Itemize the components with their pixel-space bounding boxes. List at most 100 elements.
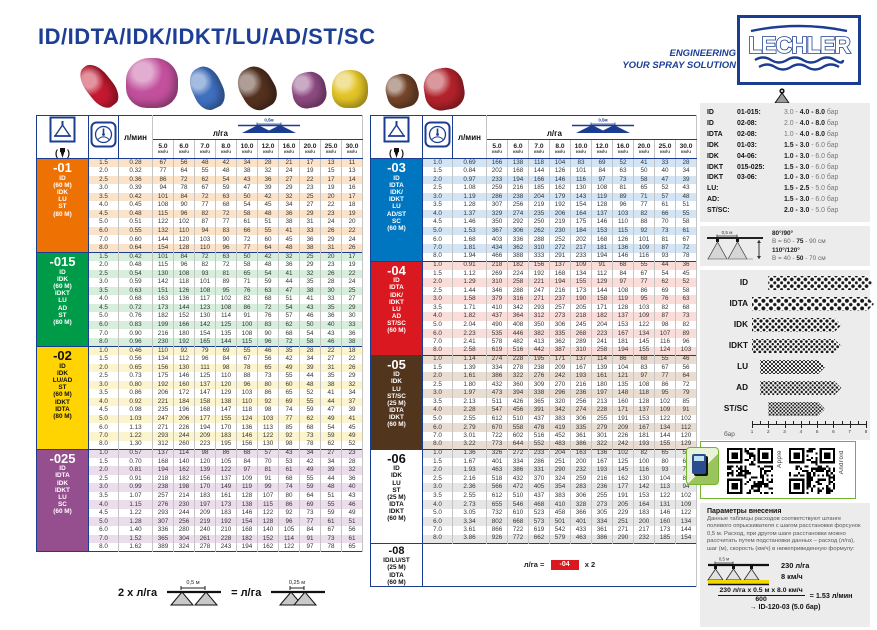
rate-cell: 146	[549, 175, 571, 185]
flow-cell: 0.76	[118, 312, 153, 321]
page-title: ID/IDTA/IDK/IDKT/LU/AD/ST/SC	[38, 24, 376, 49]
speed-header-cell: 25.0 км/ч	[320, 139, 342, 159]
boom-diagram: 0,5 м	[707, 557, 769, 586]
rate-cell: 87	[194, 218, 216, 227]
rate-cell: 117	[194, 295, 216, 304]
rate-cell: 83	[633, 363, 655, 373]
flow-cell: 2.41	[452, 337, 487, 347]
rate-cell: 46	[675, 354, 698, 364]
rate-cell: 361	[591, 526, 613, 535]
group-nozzle-label: IDKT	[55, 290, 70, 298]
flow-cell: 1.82	[452, 312, 487, 321]
rate-cell: 82	[654, 303, 676, 313]
pressure-cell: 4.0	[422, 312, 453, 321]
rate-cell: 272	[507, 448, 529, 458]
droplet-nozzle-label: IDKT	[728, 341, 748, 350]
rate-cell: 96	[194, 355, 216, 364]
group-label-08: -08 ID/LU/ST (25 M) IDTA (60 M)	[370, 542, 423, 587]
nozzle-yellow	[332, 70, 368, 108]
group-label-025: -025 ID IDTA IDK IDKT LU SC (60 M)	[36, 448, 89, 552]
rate-cell: 95	[654, 389, 676, 398]
rate-cell: 566	[486, 483, 508, 492]
rate-cell: 84	[236, 457, 258, 467]
rate-cell: 290	[549, 466, 571, 475]
rate-cell: 22	[341, 355, 364, 364]
group-nozzle-label: IDTA	[389, 571, 404, 579]
rate-cell: 194	[507, 175, 529, 185]
flow-cell: 0.65	[118, 363, 153, 373]
rate-cell: 67	[236, 355, 258, 364]
rate-cell: 221	[528, 278, 550, 287]
rate-cell: 51	[675, 201, 698, 210]
nozzle-body-symbol: ( )	[371, 148, 422, 158]
rate-cell: 668	[507, 517, 529, 527]
group-nozzle-label: SC	[392, 217, 401, 225]
rate-cell: 259	[486, 184, 508, 193]
rate-cell: 228	[591, 406, 613, 415]
qr-code-apple[interactable]	[727, 448, 773, 494]
formula-result: = 1.53 л/мин	[809, 590, 853, 600]
qr-code-android[interactable]	[789, 448, 835, 494]
rate-cell: 510	[507, 414, 529, 424]
speed-unit: км/ч	[199, 150, 211, 156]
rate-cell: 62	[278, 320, 300, 330]
speed-header-cell: 5.0 км/ч	[486, 139, 508, 159]
flow-cell: 0.73	[118, 372, 153, 381]
rate-cell: 48	[278, 243, 300, 253]
rate-cell: 86	[236, 303, 258, 313]
group-nozzle-label: (80 M)	[53, 318, 72, 326]
rate-cell: 44	[299, 372, 321, 381]
group-label-03: -03 ID IDTA IDK/IDKT LU AD/ST SC (60 M)	[370, 158, 423, 262]
flow-cell: 0.91	[118, 474, 153, 484]
group-nozzle-label: IDTA	[389, 407, 404, 415]
rate-cell: 39	[257, 184, 279, 193]
rate-cell: 202	[570, 235, 592, 244]
pressure-cell: 1.0	[422, 158, 453, 168]
rate-cell: 30	[320, 286, 342, 296]
rate-cell: 305	[591, 508, 613, 518]
rate-cell: 388	[507, 252, 529, 262]
rate-cell: 96	[257, 337, 279, 347]
rate-cell: 125	[612, 457, 634, 467]
group-nozzle-label: IDK/	[390, 188, 403, 196]
rate-cell: 42	[299, 457, 321, 467]
rate-cell: 437	[486, 312, 508, 321]
rate-cell: 136	[612, 243, 634, 253]
group-nozzle-label: (60 M)	[387, 224, 406, 232]
droplet-nozzle-label: IDK	[733, 320, 748, 329]
rate-cell: 324	[549, 474, 571, 484]
svg-text:0,5 м: 0,5 м	[719, 557, 729, 562]
group-nozzle-label: ID/LU/ST	[383, 557, 410, 565]
group-nozzle-label: ID	[59, 174, 66, 182]
lechler-logo-graphic: LECHLER	[737, 15, 861, 85]
rate-cell: 142	[633, 483, 655, 492]
rate-cell: 48	[675, 192, 698, 202]
rate-cell: 107	[654, 329, 676, 338]
group-label-05: -05 ID IDK LU ST/SC (25 M) IDTA IDKT (60 M)	[370, 354, 423, 450]
speed-unit: км/ч	[283, 150, 295, 156]
rate-cell: 32	[278, 192, 300, 202]
rate-header-label: л/га	[546, 129, 562, 139]
rate-cell: 70	[654, 218, 676, 227]
rate-cell: 155	[633, 346, 655, 356]
rate-cell: 230	[549, 226, 571, 236]
rate-cell: 168	[236, 526, 258, 535]
pressure-cell: 1.0	[422, 260, 453, 270]
rate-cell: 192	[549, 201, 571, 210]
rate-cell: 97	[236, 466, 258, 475]
group-nozzle-label: (60 M)	[387, 327, 406, 335]
rate-cell: 276	[152, 500, 174, 509]
flow-cell: 1.93	[452, 466, 487, 475]
pressure-cell: 2.0	[88, 363, 119, 373]
rate-cell: 115	[257, 500, 279, 509]
rate-header-cell: л/га 0,5м	[152, 115, 364, 141]
rate-cell: 473	[486, 389, 508, 398]
rate-cell: 210	[215, 526, 237, 535]
rate-cell: 78	[173, 184, 195, 193]
pressure-cell: 8.0	[422, 252, 453, 262]
rate-cell: 130	[194, 312, 216, 321]
rate-cell: 122	[654, 414, 676, 424]
rate-cell: 535	[486, 329, 508, 338]
rate-cell: 54	[278, 303, 300, 313]
pressure-cell: 5.0	[88, 218, 119, 227]
